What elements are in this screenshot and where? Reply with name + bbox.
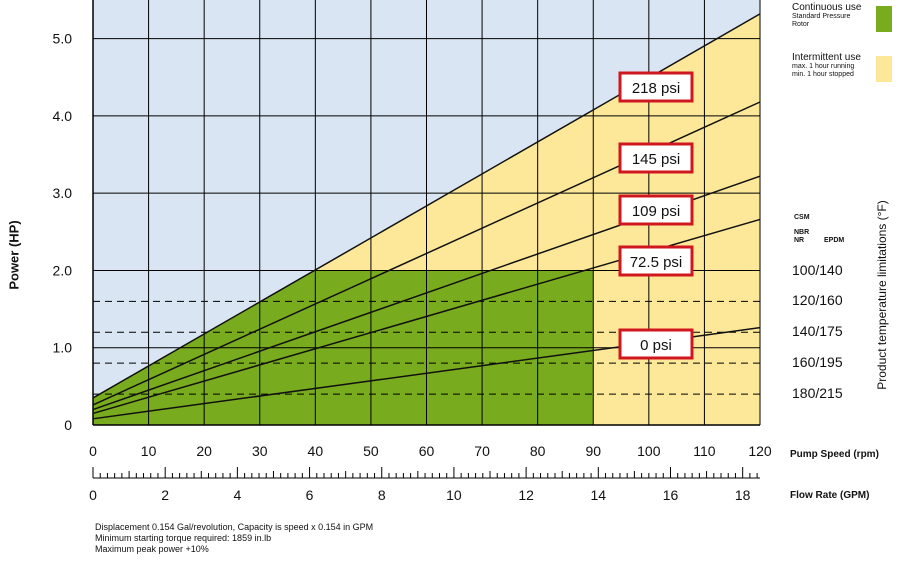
flow-rate-tick-label: 14	[591, 487, 607, 503]
x-tick-label: 70	[474, 443, 490, 459]
y-tick-label: 4.0	[53, 108, 73, 124]
footnote-peak-power: Maximum peak power +10%	[95, 544, 209, 554]
series-label-box	[618, 245, 694, 277]
x-tick-label: 120	[748, 443, 772, 459]
y-tick-label: 5.0	[53, 31, 73, 47]
legend-continuous-line-2: Rotor	[792, 21, 810, 28]
x-tick-label: 40	[308, 443, 324, 459]
x-tick-label: 10	[141, 443, 157, 459]
series-label: 109 psi	[632, 203, 680, 220]
flow-rate-tick-label: 6	[306, 487, 314, 503]
y-tick-label: 2.0	[53, 262, 73, 278]
series-label: 145 psi	[632, 151, 680, 168]
x-tick-label: 100	[637, 443, 661, 459]
x-tick-label: 0	[89, 443, 97, 459]
legend-intermittent: Intermittent use max. 1 hour running min…	[792, 52, 900, 82]
legend-continuous-title: Continuous use	[792, 2, 862, 13]
legend-intermittent-swatch	[876, 56, 892, 82]
flow-rate-tick-label: 10	[446, 487, 462, 503]
legend-intermittent-title: Intermittent use	[792, 52, 861, 63]
series-label-box	[618, 71, 694, 103]
right-axis-label: Product temperature limitations (°F)	[875, 200, 889, 390]
series-label: 72.5 psi	[630, 254, 683, 271]
legend-continuous: Continuous use Standard Pressure Rotor	[792, 2, 900, 32]
temp-limit-row: 140/175	[792, 323, 843, 339]
flow-rate-tick-label: 2	[161, 487, 169, 503]
x-tick-label: 110	[693, 443, 716, 459]
temp-header-nr: NR	[794, 237, 805, 244]
temp-header-nbr: NBR	[794, 229, 810, 236]
flow-rate-tick-label: 0	[89, 487, 97, 503]
x-tick-label: 90	[585, 443, 601, 459]
footnote-torque: Minimum starting torque required: 1859 i…	[95, 533, 272, 543]
temp-header-epdm: EPDM	[824, 237, 845, 244]
legend-continuous-swatch	[876, 6, 892, 32]
temp-header-csm: CSM	[794, 214, 810, 221]
legend-intermittent-line-1: max. 1 hour running	[792, 63, 855, 70]
series-label-box	[618, 328, 694, 360]
x-tick-label: 60	[419, 443, 435, 459]
y-tick-label: 0	[64, 417, 72, 433]
footnotes: Displacement 0.154 Gal/revolution, Capac…	[95, 522, 373, 555]
x-axis-label-speed: Pump Speed (rpm)	[790, 449, 879, 460]
series-label: 218 psi	[632, 80, 680, 97]
y-tick-label: 1.0	[53, 340, 73, 356]
footnote-displacement: Displacement 0.154 Gal/revolution, Capac…	[95, 522, 374, 532]
series-label: 0 psi	[640, 337, 672, 354]
legend-intermittent-line-2: min. 1 hour stopped	[792, 71, 854, 78]
x-axis-label-flow: Flow Rate (GPM)	[790, 490, 870, 501]
series-label-box	[618, 194, 694, 226]
x-tick-label: 80	[530, 443, 546, 459]
temp-limit-row: 180/215	[792, 385, 843, 401]
temp-limit-row: 100/140	[792, 262, 843, 278]
y-axis-label: Power (HP)	[6, 220, 22, 290]
temp-limit-row: 120/160	[792, 292, 843, 308]
legend-continuous-line-1: Standard Pressure	[792, 13, 851, 20]
flow-rate-tick-label: 16	[663, 487, 679, 503]
series-label-box	[618, 142, 694, 174]
flow-rate-tick-label: 4	[233, 487, 241, 503]
flow-rate-tick-label: 12	[518, 487, 534, 503]
x-tick-label: 50	[363, 443, 379, 459]
x-tick-label: 20	[196, 443, 212, 459]
flow-rate-tick-label: 18	[735, 487, 751, 503]
temp-limit-row: 160/195	[792, 354, 843, 370]
flow-rate-tick-label: 8	[378, 487, 386, 503]
y-tick-label: 3.0	[53, 185, 73, 201]
x-tick-label: 30	[252, 443, 268, 459]
